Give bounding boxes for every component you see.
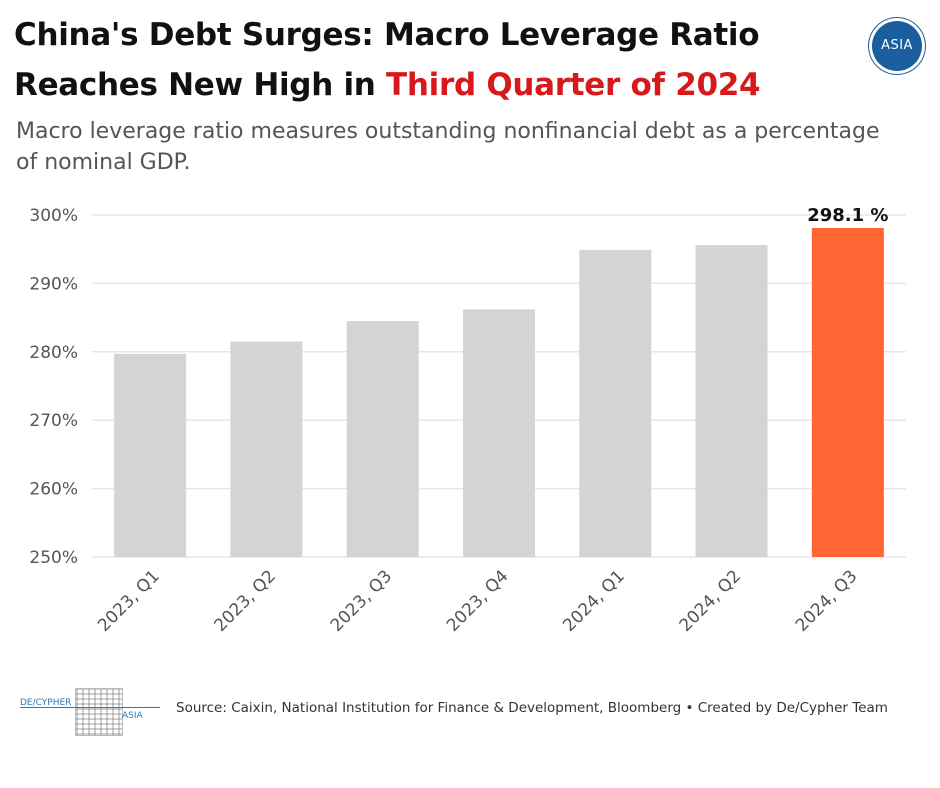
y-tick-label: 300%: [29, 206, 78, 226]
chart-title: China's Debt Surges: Macro Leverage Rati…: [14, 10, 834, 110]
title-main: China's Debt Surges: Macro Leverage Rati…: [14, 17, 760, 103]
bar: [695, 245, 768, 557]
x-tick-label: 2024, Q2: [676, 566, 745, 635]
decypher-logo: DE/CYPHER ASIA: [20, 688, 170, 736]
asia-logo-badge: ASIA: [869, 18, 925, 74]
bar-chart: 250%260%270%280%290%300% 2023, Q1 2023, Q…: [29, 205, 906, 636]
bar-highlight: [811, 227, 884, 557]
y-tick-label: 260%: [29, 480, 78, 500]
y-tick-label: 290%: [29, 274, 78, 294]
title-highlight: Third Quarter of 2024: [386, 67, 761, 103]
badge-text: ASIA: [881, 38, 913, 53]
data-labels: 298.1 %: [807, 205, 888, 226]
source-note: Source: Caixin, National Institution for…: [176, 700, 888, 716]
x-tick-label: 2023, Q2: [210, 566, 279, 635]
bar: [230, 341, 303, 557]
x-tick-label: 2024, Q3: [792, 566, 861, 635]
x-tick-label: 2023, Q1: [94, 566, 163, 635]
logo-text-asia: ASIA: [122, 711, 143, 721]
logo-text-decypher: DE/CYPHER: [20, 698, 72, 708]
bar: [579, 249, 652, 557]
bar: [346, 321, 419, 557]
x-tick-label: 2023, Q4: [443, 566, 512, 635]
bar: [463, 309, 535, 557]
logo-maze-pattern: [75, 688, 123, 736]
y-axis-ticks: 250% 260% 270% 280% 290% 300%: [29, 206, 78, 568]
x-axis-ticks: 2023, Q1 2023, Q2 2023, Q3 2023, Q4 2024, Q1…: [94, 566, 861, 635]
data-label: 298.1 %: [807, 205, 888, 226]
y-tick-label: 250%: [29, 548, 78, 568]
x-tick-label: 2023, Q3: [327, 566, 396, 635]
y-tick-label: 280%: [29, 343, 78, 363]
x-tick-label: 2024, Q1: [559, 566, 628, 635]
bars: [114, 227, 884, 557]
y-tick-label: 270%: [29, 411, 78, 431]
bar: [114, 353, 187, 557]
chart-subtitle: Macro leverage ratio measures outstandin…: [16, 119, 880, 175]
logo-rule: [20, 707, 160, 708]
